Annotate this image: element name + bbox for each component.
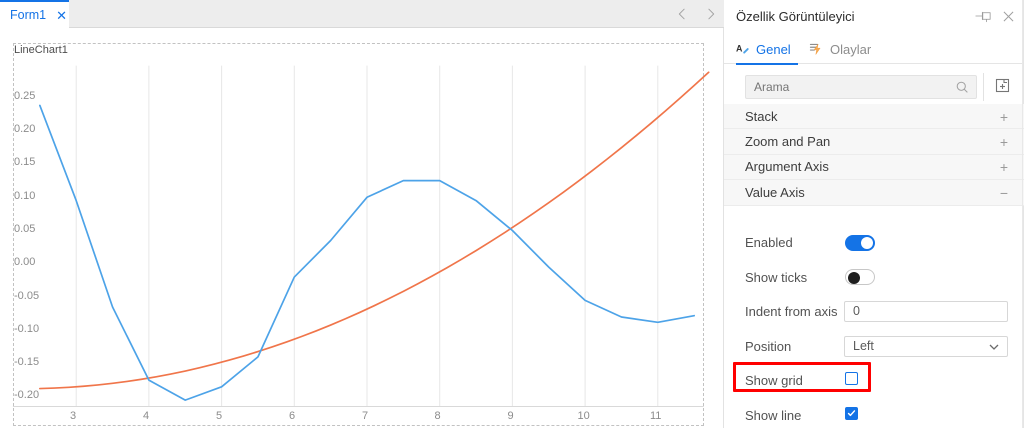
svg-text:A: A — [736, 43, 743, 53]
